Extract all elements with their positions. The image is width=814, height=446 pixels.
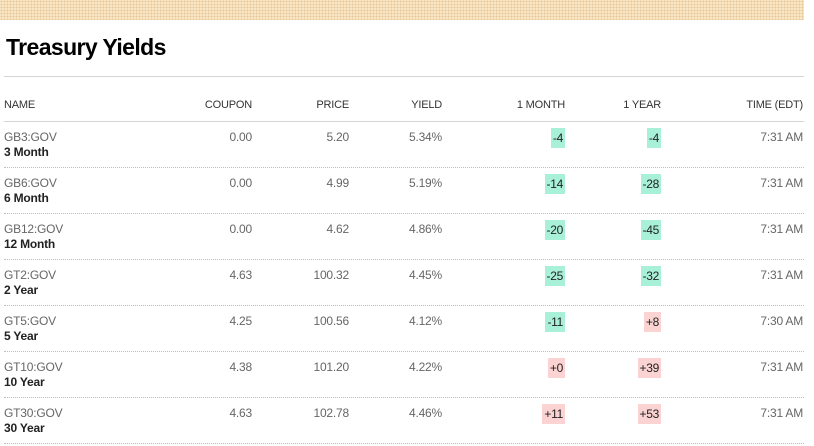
- row-divider: [4, 259, 804, 260]
- row-name[interactable]: 3 Month: [4, 145, 49, 159]
- row-price: 5.20: [326, 130, 349, 144]
- row-price: 4.62: [326, 222, 349, 236]
- row-divider: [4, 351, 804, 352]
- row-yield: 4.22%: [408, 360, 442, 374]
- row-time: 7:31 AM: [760, 222, 803, 236]
- row-coupon: 4.38: [229, 360, 252, 374]
- row-yield: 5.34%: [408, 130, 442, 144]
- row-coupon: 4.63: [229, 406, 252, 420]
- row-time: 7:31 AM: [760, 360, 803, 374]
- row-1-month-change: +11: [542, 404, 565, 424]
- row-price: 100.56: [313, 314, 349, 328]
- col-header-time[interactable]: TIME (EDT): [746, 99, 803, 111]
- row-symbol[interactable]: GT30:GOV: [4, 406, 63, 420]
- row-symbol[interactable]: GT10:GOV: [4, 360, 63, 374]
- col-header-coupon[interactable]: COUPON: [204, 99, 252, 111]
- row-1-month-change: -14: [544, 174, 565, 194]
- row-symbol[interactable]: GT5:GOV: [4, 314, 56, 328]
- row-1-year-change: -45: [640, 220, 661, 240]
- row-time: 7:31 AM: [760, 130, 803, 144]
- row-name[interactable]: 6 Month: [4, 191, 49, 205]
- row-name[interactable]: 12 Month: [4, 237, 56, 251]
- row-time: 7:30 AM: [760, 314, 803, 328]
- row-divider: [4, 305, 804, 306]
- row-1-year-change: -28: [640, 174, 661, 194]
- row-price: 4.99: [326, 176, 349, 190]
- row-name[interactable]: 2 Year: [4, 283, 38, 297]
- row-name[interactable]: 30 Year: [4, 421, 45, 435]
- row-price: 102.78: [313, 406, 349, 420]
- row-yield: 4.86%: [408, 222, 442, 236]
- row-1-year-change: +8: [643, 312, 661, 332]
- row-divider: [4, 443, 804, 444]
- row-1-month-change: -20: [544, 220, 565, 240]
- row-symbol[interactable]: GB12:GOV: [4, 222, 64, 236]
- row-coupon: 4.63: [229, 268, 252, 282]
- row-time: 7:31 AM: [760, 268, 803, 282]
- row-symbol[interactable]: GB6:GOV: [4, 176, 57, 190]
- row-1-year-change: -32: [640, 266, 661, 286]
- col-header-price[interactable]: PRICE: [316, 99, 349, 111]
- row-price: 101.20: [313, 360, 349, 374]
- row-divider: [4, 213, 804, 214]
- row-divider: [4, 167, 804, 168]
- row-1-year-change: -4: [646, 128, 661, 148]
- row-yield: 4.46%: [408, 406, 442, 420]
- header-divider: [4, 121, 804, 122]
- col-header-1-year[interactable]: 1 YEAR: [623, 99, 661, 111]
- row-price: 100.32: [313, 268, 349, 282]
- row-symbol[interactable]: GT2:GOV: [4, 268, 56, 282]
- row-yield: 4.12%: [408, 314, 442, 328]
- row-coupon: 0.00: [229, 176, 252, 190]
- row-coupon: 4.25: [229, 314, 252, 328]
- row-1-month-change: -4: [550, 128, 565, 148]
- page-title: Treasury Yields: [6, 34, 166, 60]
- row-1-month-change: -25: [544, 266, 565, 286]
- row-coupon: 0.00: [229, 130, 252, 144]
- row-name[interactable]: 5 Year: [4, 329, 38, 343]
- row-1-year-change: +53: [637, 404, 661, 424]
- row-time: 7:31 AM: [760, 176, 803, 190]
- row-name[interactable]: 10 Year: [4, 375, 45, 389]
- col-header-1-month[interactable]: 1 MONTH: [516, 99, 565, 111]
- row-1-month-change: +0: [547, 358, 565, 378]
- row-symbol[interactable]: GB3:GOV: [4, 130, 57, 144]
- row-1-year-change: +39: [637, 358, 661, 378]
- top-decorative-band: [0, 0, 804, 20]
- col-header-name[interactable]: NAME: [4, 99, 35, 111]
- row-1-month-change: -11: [545, 312, 565, 332]
- title-divider: [4, 76, 804, 77]
- row-time: 7:31 AM: [760, 406, 803, 420]
- row-yield: 5.19%: [408, 176, 442, 190]
- col-header-yield[interactable]: YIELD: [411, 99, 442, 111]
- row-yield: 4.45%: [408, 268, 442, 282]
- row-divider: [4, 397, 804, 398]
- row-coupon: 0.00: [229, 222, 252, 236]
